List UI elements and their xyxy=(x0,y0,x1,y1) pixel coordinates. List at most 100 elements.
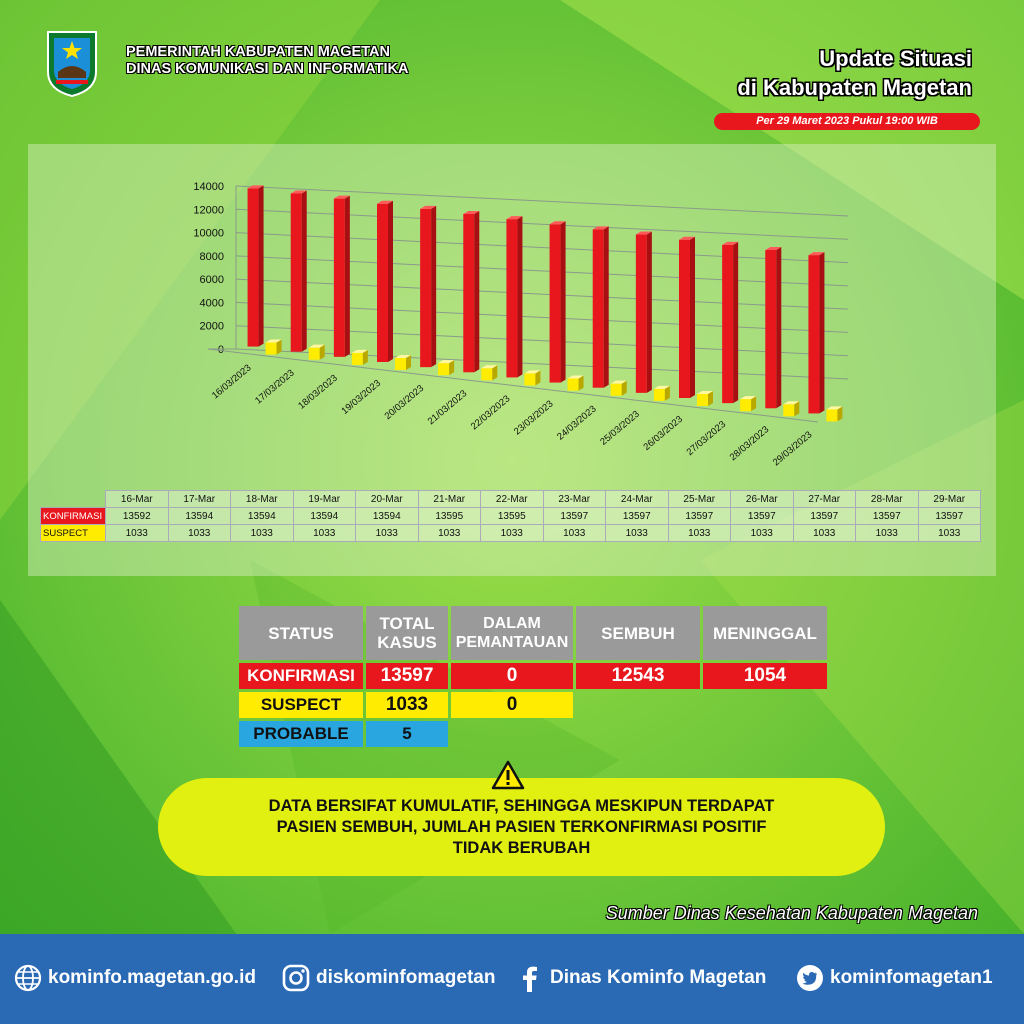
konfirmasi-meninggal: 1054 xyxy=(703,663,827,689)
y-tick-label: 0 xyxy=(218,344,224,356)
y-tick-label: 2000 xyxy=(200,321,224,333)
table-header-cell: 19-Mar xyxy=(292,490,356,508)
gridline xyxy=(235,185,849,217)
notice-line-2: PASIEN SEMBUH, JUMLAH PASIEN TERKONFIRMA… xyxy=(276,818,767,836)
empty-cell xyxy=(703,692,827,718)
bar-chart: 0 2000 4000 6000 8000 10000 12000 14000 16/03/20… xyxy=(193,181,849,468)
footer-instagram[interactable]: diskominfomagetan xyxy=(282,964,495,992)
bar-konfirmasi-side xyxy=(474,211,480,373)
status-summary-table: STATUS TOTAL KASUS DALAM PEMANTAUAN SEMB… xyxy=(236,603,830,750)
update-title-line-2: di Kabupaten Magetan xyxy=(737,75,972,100)
table-cell-suspect: 1033 xyxy=(230,524,294,542)
header-dalam-line-1: DALAM xyxy=(483,615,541,632)
chart-data-table: 16-Mar 17-Mar 18-Mar 19-Mar 20-Mar 21-Mar 22-M… xyxy=(40,490,981,542)
header-status: STATUS xyxy=(239,606,363,660)
bar-konfirmasi-side xyxy=(388,200,393,362)
table-header-cell: 20-Mar xyxy=(355,490,419,508)
bar-konfirmasi xyxy=(290,193,302,352)
x-tick-label: 25/03/2023 xyxy=(598,409,641,448)
table-cell-suspect: 1033 xyxy=(105,524,169,542)
bar-konfirmasi xyxy=(377,203,388,362)
globe-icon xyxy=(14,964,42,992)
footer-twitter[interactable]: kominfomagetan1 xyxy=(796,964,993,992)
y-tick-label: 4000 xyxy=(200,297,224,309)
bar-konfirmasi-top xyxy=(247,185,264,189)
footer-bar: kominfo.magetan.go.id diskominfomagetan … xyxy=(0,934,1024,1024)
table-cell-suspect: 1033 xyxy=(167,524,231,542)
table-cell-konfirmasi: 13597 xyxy=(667,507,731,525)
table-header-cell: 24-Mar xyxy=(605,490,669,508)
update-title: Update Situasi di Kabupaten Magetan xyxy=(737,44,972,102)
x-tick-label: 28/03/2023 xyxy=(728,424,771,463)
table-cell-suspect: 1033 xyxy=(605,524,669,542)
table-cell-suspect: 1033 xyxy=(730,524,794,542)
org-line-2: DINAS KOMUNIKASI DAN INFORMATIKA xyxy=(126,61,409,77)
bar-suspect-side xyxy=(621,380,627,396)
table-cell-suspect: 1033 xyxy=(480,524,544,542)
table-header-cell: 23-Mar xyxy=(542,490,606,508)
row-label-suspect: SUSPECT xyxy=(40,524,106,542)
table-cell-konfirmasi: 13594 xyxy=(230,507,294,525)
x-tick-label: 29/03/2023 xyxy=(771,429,814,468)
bar-konfirmasi xyxy=(635,234,647,393)
bar-suspect xyxy=(438,363,450,376)
x-tick-label: 20/03/2023 xyxy=(383,383,426,422)
header-sembuh: SEMBUH xyxy=(576,606,700,660)
footer-website[interactable]: kominfo.magetan.go.id xyxy=(14,964,256,992)
y-tick-label: 8000 xyxy=(200,251,224,263)
bar-suspect-top xyxy=(351,349,368,353)
bar-suspect-top xyxy=(610,380,627,384)
status-header-row: STATUS TOTAL KASUS DALAM PEMANTAUAN SEMB… xyxy=(239,606,827,660)
footer-facebook[interactable]: Dinas Kominfo Magetan xyxy=(516,964,766,992)
bar-konfirmasi-top xyxy=(506,216,523,220)
bar-suspect-top xyxy=(567,375,584,379)
gridline xyxy=(235,325,849,357)
table-header-cell: 17-Mar xyxy=(167,490,231,508)
y-tick-label: 6000 xyxy=(200,274,224,286)
bar-konfirmasi-side xyxy=(776,246,782,409)
header-total-line-2: KASUS xyxy=(377,633,437,652)
bar-suspect-side xyxy=(751,396,757,412)
x-tick-label: 17/03/2023 xyxy=(253,368,296,407)
table-header-cell: 27-Mar xyxy=(792,490,856,508)
update-title-line-1: Update Situasi xyxy=(819,46,972,71)
table-cell-suspect: 1033 xyxy=(855,524,919,542)
bar-konfirmasi xyxy=(420,208,432,368)
bar-suspect-side xyxy=(664,385,670,401)
instagram-icon xyxy=(282,964,310,992)
footer-instagram-text: diskominfomagetan xyxy=(316,967,496,988)
table-header-cell: 21-Mar xyxy=(417,490,481,508)
status-row-probable: PROBABLE 5 xyxy=(239,721,827,747)
bar-konfirmasi-top xyxy=(679,236,695,240)
label-probable: PROBABLE xyxy=(239,721,363,747)
table-cell-suspect: 1033 xyxy=(292,524,356,542)
bar-suspect xyxy=(524,373,536,386)
bar-konfirmasi xyxy=(765,249,777,409)
bar-konfirmasi xyxy=(722,244,734,404)
table-cell-suspect: 1033 xyxy=(917,524,981,542)
table-cell-suspect: 1033 xyxy=(355,524,419,542)
table-row-konfirmasi: KONFIRMASI 13592 13594 13594 13594 13594 13595… xyxy=(40,507,981,525)
table-cell-konfirmasi: 13594 xyxy=(167,507,231,525)
notice-line-3: TIDAK BERUBAH xyxy=(452,839,591,857)
bar-konfirmasi-top xyxy=(592,226,609,230)
bar-suspect-top xyxy=(308,344,325,348)
y-tick-label: 14000 xyxy=(193,181,224,193)
bar-suspect xyxy=(308,347,320,360)
bar-suspect-top xyxy=(395,354,411,358)
x-tick-label: 23/03/2023 xyxy=(512,398,555,437)
footer-facebook-text: Dinas Kominfo Magetan xyxy=(550,967,767,988)
gridline xyxy=(235,255,849,287)
table-cell-konfirmasi: 13597 xyxy=(792,507,856,525)
x-tick-label: 26/03/2023 xyxy=(641,414,684,453)
x-tick-label: 18/03/2023 xyxy=(296,373,339,412)
bar-konfirmasi-top xyxy=(722,241,739,245)
gridline xyxy=(235,232,849,264)
table-cell-konfirmasi: 13597 xyxy=(542,507,606,525)
bar-konfirmasi xyxy=(549,224,561,383)
x-tick-label: 19/03/2023 xyxy=(339,378,382,417)
bar-suspect-side xyxy=(362,349,368,365)
empty-cell xyxy=(703,721,827,747)
y-tick-label: 12000 xyxy=(193,204,224,216)
bar-konfirmasi-side xyxy=(646,231,652,393)
